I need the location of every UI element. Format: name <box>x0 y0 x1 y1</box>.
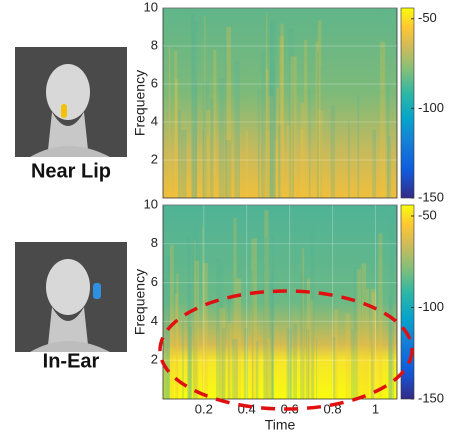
spectrogram-texture <box>270 21 274 198</box>
spectrogram-texture <box>372 130 376 198</box>
y-axis-label: Frequency <box>132 70 148 136</box>
spectrogram-texture <box>234 61 240 198</box>
spectrogram-texture <box>261 52 265 198</box>
x-tick-label: 0.2 <box>195 401 213 416</box>
y-tick-label: 2 <box>151 352 158 367</box>
colorbar-tick-label: -50 <box>418 10 437 25</box>
y-tick-label: 6 <box>151 75 158 90</box>
spectrogram-texture <box>252 270 253 399</box>
spectrogram-texture <box>228 323 232 399</box>
colorbar <box>401 8 414 198</box>
spectrogram-texture <box>276 88 278 198</box>
spectrogram-texture <box>272 235 274 399</box>
spectrogram-texture <box>287 125 290 198</box>
spectrogram-texture <box>258 89 260 198</box>
spectrogram-texture <box>256 341 258 399</box>
spectrogram-texture <box>380 42 385 198</box>
y-tick-label: 2 <box>151 151 158 166</box>
spectrogram-texture <box>354 267 358 399</box>
spectrogram-texture <box>222 328 225 399</box>
spectrogram-texture <box>302 248 304 399</box>
spectrogram-texture <box>240 133 241 198</box>
spectrogram-texture <box>316 338 317 399</box>
panel-caption: Near Lip <box>31 160 111 182</box>
spectrogram-texture <box>311 227 314 399</box>
spectrogram-texture <box>244 328 248 399</box>
spectrogram-texture <box>194 239 195 399</box>
y-tick-label: 10 <box>144 196 158 211</box>
y-axis-label: Frequency <box>132 269 148 335</box>
spectrogram-texture <box>232 339 238 399</box>
colorbar-tick-label: -100 <box>418 299 444 314</box>
spectrogram-texture <box>187 238 190 399</box>
spectrogram-texture <box>213 50 216 198</box>
near-lip-illustration <box>15 47 127 157</box>
spectrogram-texture <box>351 329 354 399</box>
panel-caption: In-Ear <box>43 350 100 372</box>
spectrogram-texture <box>216 258 220 399</box>
colorbar-tick-label: -50 <box>418 207 437 222</box>
spectrogram-texture <box>317 51 319 198</box>
y-tick-label: 8 <box>151 37 158 52</box>
y-tick-label: 10 <box>144 0 158 14</box>
spectrogram-texture <box>307 278 310 399</box>
colorbar-tick-label: -150 <box>418 390 444 405</box>
spectrogram-texture <box>266 12 267 198</box>
spectrogram-texture <box>206 110 210 198</box>
spectrogram-texture <box>225 140 231 198</box>
spectrogram-texture <box>181 130 186 198</box>
y-tick-label: 4 <box>151 313 158 328</box>
spectrogram-texture <box>293 324 297 399</box>
spectrogram-texture <box>202 130 203 198</box>
spectrogram-texture <box>219 78 224 198</box>
spectrogram-texture <box>210 99 214 198</box>
spectrogram-texture <box>378 233 382 399</box>
spectrogram-texture <box>346 313 350 399</box>
spectrogram-texture <box>192 22 197 198</box>
spectrogram-texture <box>309 87 310 198</box>
spectrogram-texture <box>389 214 394 399</box>
spectrogram-texture <box>348 119 350 198</box>
spectrogram-texture <box>245 130 248 198</box>
spectrogram-texture <box>357 95 359 198</box>
figure: Near Lip 2 4 6 8 10 Frequency -50 -100 -150 In-Ear… <box>0 0 449 437</box>
spectrogram-texture <box>331 105 335 198</box>
spectrogram-texture <box>388 136 392 198</box>
y-tick-label: 6 <box>151 274 158 289</box>
spectrogram-texture <box>291 57 297 198</box>
spectrogram-texture <box>281 24 284 198</box>
x-tick-label: 1 <box>372 401 379 416</box>
colorbar-tick-label: -150 <box>418 189 444 204</box>
spectrogram-texture <box>178 110 181 198</box>
y-tick-label: 8 <box>151 235 158 250</box>
y-tick-label: 4 <box>151 113 158 128</box>
in-ear-illustration <box>15 242 127 352</box>
spectrogram-texture <box>263 237 268 399</box>
spectrogram-texture <box>362 263 367 399</box>
spectrogram-texture <box>175 79 178 198</box>
x-axis-label: Time <box>265 417 296 433</box>
colorbar-tick-label: -100 <box>418 100 444 115</box>
spectrogram-texture <box>304 40 307 198</box>
spectrogram-texture <box>300 129 303 198</box>
colorbar <box>401 205 414 399</box>
